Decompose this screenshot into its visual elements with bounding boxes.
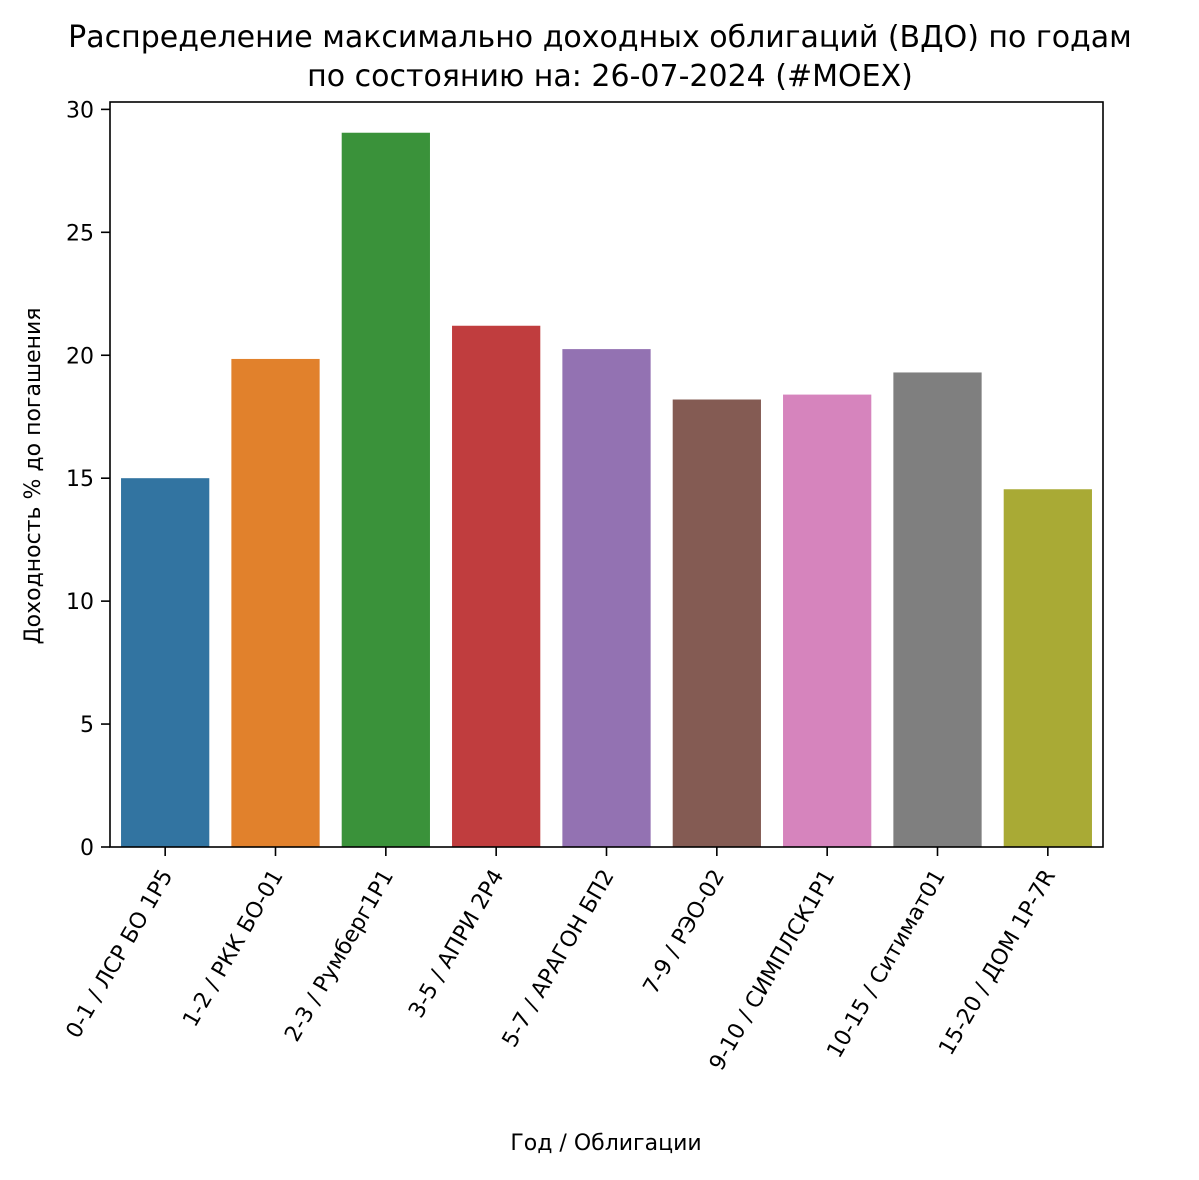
x-tick-label: 2-3 / Румберг1P1 xyxy=(280,866,399,1047)
y-axis-label: Доходность % до погашения xyxy=(21,307,46,644)
bar-6 xyxy=(672,399,761,847)
y-tick-label: 15 xyxy=(66,467,94,492)
x-tick-label: 15-20 / ДОМ 1P-7R xyxy=(934,866,1061,1060)
x-axis: 0-1 / ЛСР БО 1P5 1-2 / РКК БО-012-3 / Рум… xyxy=(62,847,1061,1075)
x-tick-label: 1-2 / РКК БО-01 xyxy=(178,866,288,1032)
bar-8 xyxy=(893,372,982,847)
bar-7 xyxy=(783,394,872,847)
bar-9 xyxy=(1003,489,1092,847)
y-tick-label: 10 xyxy=(66,590,94,615)
y-tick-label: 0 xyxy=(80,836,94,861)
x-tick-label: 0-1 / ЛСР БО 1P5 xyxy=(62,866,179,1043)
bar-2 xyxy=(231,358,320,847)
y-axis: 0 5 10 15 20 25 30 xyxy=(66,98,110,861)
bar-4 xyxy=(452,325,541,847)
bar-1 xyxy=(121,478,210,847)
y-tick-label: 20 xyxy=(66,344,94,369)
bar-3 xyxy=(341,132,430,848)
y-tick-label: 25 xyxy=(66,221,94,246)
x-tick-label: 9-10 / СИМПЛСК1P1 xyxy=(705,866,840,1075)
bar-5 xyxy=(562,349,651,847)
x-tick-label: 3-5 / АПРИ 2P4 xyxy=(404,866,509,1023)
x-tick-label: 7-9 / РЭО-02 xyxy=(639,866,730,999)
y-tick-label: 30 xyxy=(66,98,94,123)
bars-layer xyxy=(121,132,1092,848)
x-axis-label: Год / Облигации xyxy=(510,1131,701,1156)
chart-subtitle: по состоянию на: 26-07-2024 (#MOEX) xyxy=(307,59,913,94)
x-tick-label: 5-7 / АРАГОН БП2 xyxy=(498,866,620,1052)
chart-title: Распределение максимально доходных облиг… xyxy=(68,20,1132,55)
x-tick-label: 10-15 / Ситимат01 xyxy=(823,866,951,1063)
y-tick-label: 5 xyxy=(80,713,94,738)
